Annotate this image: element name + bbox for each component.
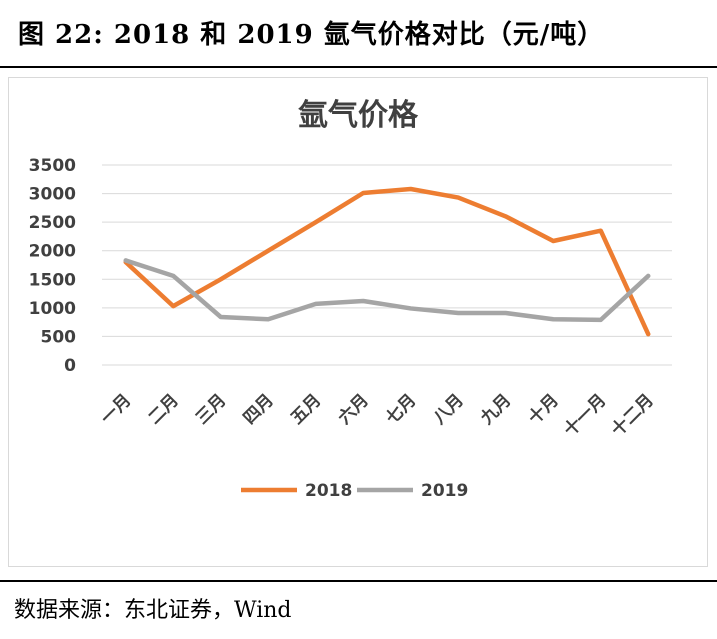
x-tick-label: 六月 — [334, 390, 373, 429]
x-tick-label: 八月 — [430, 390, 468, 428]
legend: 2018 2019 — [241, 481, 468, 501]
series-lines — [123, 186, 651, 337]
chart-frame: 氩气价格 0 500 1000 1500 2000 2500 3000 3500 一月 二月 三月… — [8, 77, 708, 567]
y-tick-label: 2000 — [29, 242, 76, 262]
y-tick-label: 1000 — [29, 299, 76, 319]
legend-label-2019: 2019 — [421, 481, 468, 501]
x-tick-label: 九月 — [476, 390, 515, 429]
x-tick-label: 四月 — [240, 390, 278, 428]
y-tick-label: 3000 — [29, 185, 76, 205]
y-tick-label: 500 — [41, 327, 77, 347]
x-tick-label: 十一月 — [559, 390, 610, 441]
y-tick-label: 1500 — [29, 270, 76, 290]
source-note: 数据来源：东北证券，Wind — [14, 598, 292, 623]
series-line-2018 — [123, 186, 651, 337]
x-tick-label: 十月 — [524, 390, 563, 429]
series-line-2019 — [123, 258, 651, 323]
legend-label-2018: 2018 — [305, 481, 352, 501]
y-tick-label: 3500 — [29, 156, 76, 176]
x-tick-label: 一月 — [97, 390, 135, 428]
line-chart: 0 500 1000 1500 2000 2500 3000 3500 一月 二月 三月 四月 五月六… — [29, 156, 672, 501]
grid-lines — [102, 164, 672, 366]
x-tick-label: 七月 — [382, 390, 420, 428]
y-tick-label: 0 — [64, 356, 76, 376]
y-axis-ticks: 0 500 1000 1500 2000 2500 3000 3500 — [29, 156, 76, 376]
bottom-rule — [0, 580, 717, 582]
chart-title: 氩气价格 — [298, 98, 418, 133]
x-tick-label: 三月 — [192, 390, 230, 428]
x-tick-label: 二月 — [145, 390, 183, 428]
x-tick-label: 五月 — [287, 390, 325, 428]
figure-title: 图 22: 2018 和 2019 氩气价格对比（元/吨） — [18, 20, 605, 50]
top-rule — [0, 66, 717, 68]
x-tick-label: 十二月 — [607, 390, 658, 441]
y-tick-label: 2500 — [29, 213, 76, 233]
